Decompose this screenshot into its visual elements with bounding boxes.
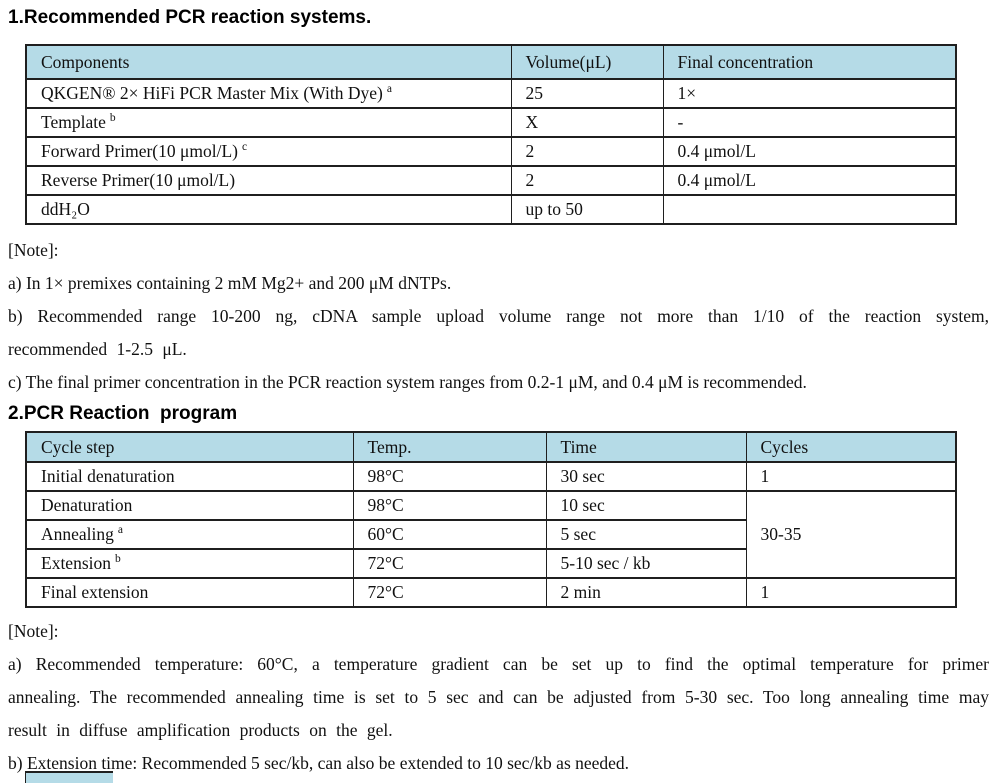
component-text: ddH₂O	[41, 199, 90, 219]
table-row: Final extension 72°C 2 min 1	[25, 577, 957, 608]
step-text: Final extension	[41, 582, 149, 602]
column-header-final-concentration: Final concentration	[662, 44, 957, 80]
cell-cycles-merged: 30-35	[745, 490, 957, 579]
next-table-cutoff-sliver	[25, 771, 113, 783]
cell-component: ddH₂O	[25, 194, 512, 225]
step-text: Extension	[41, 553, 111, 573]
cell-component: QKGEN® 2× HiFi PCR Master Mix (With Dye)…	[25, 78, 512, 109]
table-row: Initial denaturation 98°C 30 sec 1	[25, 461, 957, 492]
note-c: c) The final primer concentration in the…	[8, 372, 807, 392]
cell-volume: 2	[510, 136, 664, 167]
cell-component: Forward Primer(10 μmol/L) c	[25, 136, 512, 167]
footnote-marker: b	[109, 112, 116, 125]
column-header-cycle-step: Cycle step	[25, 431, 354, 463]
column-header-cycles: Cycles	[745, 431, 957, 463]
pcr-reaction-system-table: Components Volume(μL) Final concentratio…	[25, 44, 957, 225]
table-row: ddH₂O up to 50	[25, 194, 957, 225]
cell-time: 2 min	[545, 577, 747, 608]
note-label: [Note]:	[8, 621, 59, 641]
note-b: b) Recommended range 10-200 ng, cDNA sam…	[8, 306, 989, 359]
table-row: Template b X -	[25, 107, 957, 138]
cell-volume: 2	[510, 165, 664, 196]
component-text: QKGEN® 2× HiFi PCR Master Mix (With Dye)	[41, 83, 383, 103]
table-row: Denaturation 98°C 10 sec 30-35	[25, 490, 957, 579]
cell-time: 30 sec	[545, 461, 747, 492]
component-text: Reverse Primer(10 μmol/L)	[41, 170, 236, 190]
section1-notes: [Note]: a) In 1× premixes containing 2 m…	[8, 234, 989, 399]
section2-notes: [Note]: a) Recommended temperature: 60°C…	[8, 615, 989, 780]
component-text: Template	[41, 112, 106, 132]
cell-concentration	[662, 194, 957, 225]
column-header-components: Components	[25, 44, 512, 80]
section1-title: 1.Recommended PCR reaction systems.	[8, 7, 372, 28]
pcr-reaction-program-table: Cycle step Temp. Time Cycles Initial den…	[25, 431, 957, 608]
cell-cycles: 1	[745, 577, 957, 608]
footnote-marker: a	[117, 524, 124, 537]
cell-temp: 72°C	[352, 548, 547, 579]
table-row: Reverse Primer(10 μmol/L) 2 0.4 μmol/L	[25, 165, 957, 196]
note-a: a) In 1× premixes containing 2 mM Mg2+ a…	[8, 273, 452, 293]
cell-temp: 98°C	[352, 490, 547, 521]
cell-time: 5-10 sec / kb	[545, 548, 747, 579]
column-header-temp: Temp.	[352, 431, 547, 463]
cell-volume: up to 50	[510, 194, 664, 225]
cell-step: Initial denaturation	[25, 461, 354, 492]
footnote-marker: a	[386, 83, 392, 96]
section2-title: 2.PCR Reaction program	[8, 403, 238, 424]
step-text: Initial denaturation	[41, 466, 175, 486]
table-header: Components Volume(μL) Final concentratio…	[25, 44, 957, 80]
component-text: Forward Primer(10 μmol/L)	[41, 141, 238, 161]
note-a: a) Recommended temperature: 60°C, a temp…	[8, 654, 989, 740]
step-text: Annealing	[41, 524, 114, 544]
cell-concentration: -	[662, 107, 957, 138]
table-header: Cycle step Temp. Time Cycles	[25, 431, 957, 463]
cell-temp: 60°C	[352, 519, 547, 550]
footnote-marker: b	[115, 553, 121, 566]
cell-component: Template b	[25, 107, 512, 138]
header-row: Cycle step Temp. Time Cycles	[25, 431, 957, 463]
table-row: QKGEN® 2× HiFi PCR Master Mix (With Dye)…	[25, 78, 957, 109]
cell-volume: 25	[510, 78, 664, 109]
cell-concentration: 0.4 μmol/L	[662, 136, 957, 167]
note-b: b) Extension time: Recommended 5 sec/kb,…	[8, 753, 630, 773]
cell-temp: 72°C	[352, 577, 547, 608]
cell-concentration: 1×	[662, 78, 957, 109]
cell-time: 10 sec	[545, 490, 747, 521]
column-header-time: Time	[545, 431, 747, 463]
cell-step: Denaturation	[25, 490, 354, 521]
table-row: Forward Primer(10 μmol/L) c 2 0.4 μmol/L	[25, 136, 957, 167]
cell-volume: X	[510, 107, 664, 138]
step-text: Denaturation	[41, 495, 133, 515]
header-row: Components Volume(μL) Final concentratio…	[25, 44, 957, 80]
note-label: [Note]:	[8, 240, 59, 260]
cell-step: Extension b	[25, 548, 354, 579]
table-row: Annealing a 60°C 5 sec	[25, 519, 956, 550]
cell-concentration: 0.4 μmol/L	[662, 165, 957, 196]
cell-component: Reverse Primer(10 μmol/L)	[25, 165, 512, 196]
table-row: Extension b 72°C 5-10 sec / kb	[25, 548, 956, 579]
footnote-marker: c	[242, 141, 248, 154]
cell-step: Annealing a	[25, 519, 354, 550]
cell-cycles: 1	[745, 461, 957, 492]
column-header-volume: Volume(μL)	[510, 44, 664, 80]
cell-step: Final extension	[25, 577, 354, 608]
cell-time: 5 sec	[545, 519, 747, 550]
cell-temp: 98°C	[352, 461, 547, 492]
